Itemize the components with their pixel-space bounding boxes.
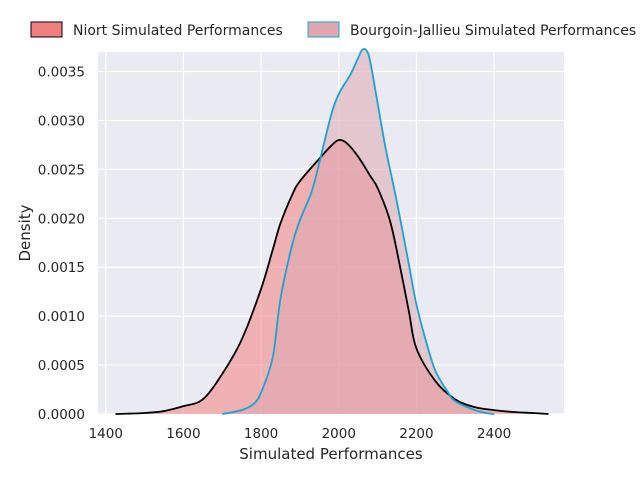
y-tick-label-6: 0.0030 bbox=[38, 113, 85, 129]
y-tick-label-3: 0.0015 bbox=[38, 260, 85, 276]
line-bourgoin-jallieu bbox=[222, 48, 495, 415]
x-tick-label-3: 2000 bbox=[322, 426, 356, 442]
y-axis-ticks: 0.0000 0.0005 0.0010 0.0015 0.0020 0.0025 0.00… bbox=[38, 65, 85, 423]
y-tick-label-7: 0.0035 bbox=[38, 65, 85, 81]
x-tick-label-4: 2200 bbox=[399, 426, 433, 442]
legend-swatch-bourgoin-jallieu bbox=[307, 21, 340, 38]
x-tick-label-1: 1600 bbox=[166, 426, 200, 442]
x-tick-label-2: 1800 bbox=[244, 426, 278, 442]
y-tick-label-0: 0.0000 bbox=[38, 407, 85, 423]
legend-label-bourgoin-jallieu: Bourgoin-Jallieu Simulated Performances bbox=[350, 23, 636, 39]
y-tick-label-2: 0.0010 bbox=[38, 309, 85, 325]
y-axis-label: Density bbox=[16, 204, 34, 261]
series-layer bbox=[115, 48, 549, 415]
line-niort bbox=[115, 139, 549, 415]
legend-swatch-niort bbox=[30, 21, 63, 38]
y-tick-label-1: 0.0005 bbox=[38, 358, 85, 374]
x-axis-ticks: 1400 1600 1800 2000 2200 2400 bbox=[89, 426, 512, 442]
legend-label-niort: Niort Simulated Performances bbox=[73, 23, 283, 39]
x-axis-label: Simulated Performances bbox=[239, 445, 423, 463]
x-tick-label-5: 2400 bbox=[477, 426, 511, 442]
legend: Niort Simulated Performances Bourgoin-Ja… bbox=[30, 21, 636, 39]
area-bourgoin-jallieu bbox=[222, 48, 495, 414]
y-tick-label-4: 0.0020 bbox=[38, 211, 85, 227]
y-tick-label-5: 0.0025 bbox=[38, 162, 85, 178]
x-tick-label-0: 1400 bbox=[89, 426, 123, 442]
